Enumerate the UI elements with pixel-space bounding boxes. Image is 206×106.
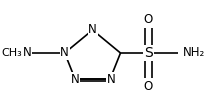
- Text: N: N: [71, 73, 80, 86]
- Text: O: O: [144, 80, 153, 93]
- Text: N: N: [23, 47, 32, 59]
- Text: N: N: [107, 73, 115, 86]
- Text: O: O: [144, 13, 153, 26]
- Text: N: N: [60, 47, 69, 59]
- Text: S: S: [144, 46, 153, 60]
- Text: N: N: [88, 24, 97, 36]
- Text: NH₂: NH₂: [182, 47, 205, 59]
- Text: CH₃: CH₃: [1, 48, 22, 58]
